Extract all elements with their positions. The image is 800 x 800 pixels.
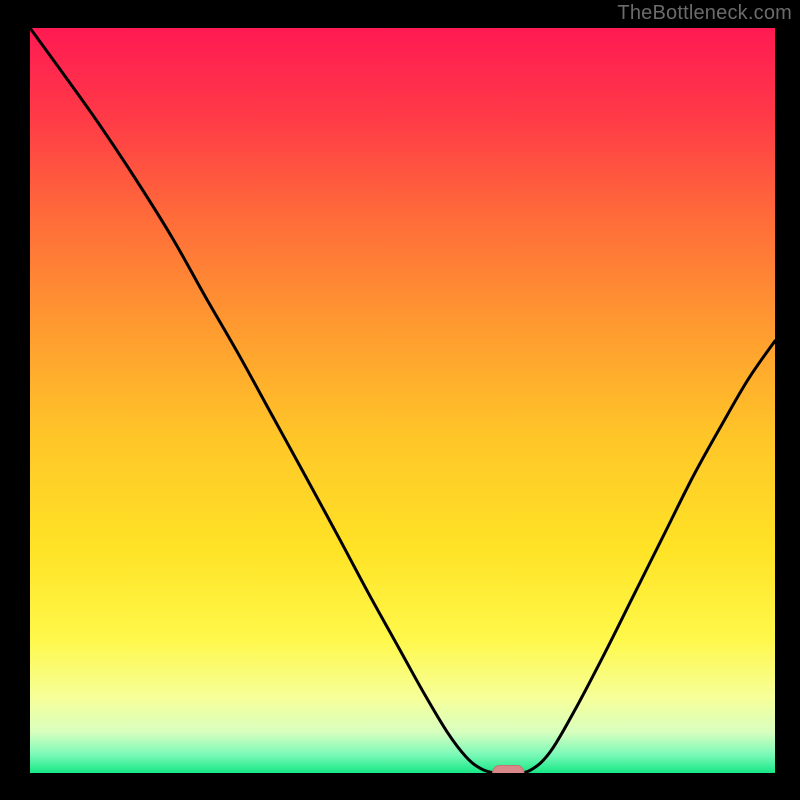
plot-area [30,28,775,773]
bottleneck-curve [30,28,775,773]
curve-layer [30,28,775,773]
chart-root: TheBottleneck.com [0,0,800,800]
optimal-marker [493,766,524,773]
watermark-text: TheBottleneck.com [617,2,792,25]
